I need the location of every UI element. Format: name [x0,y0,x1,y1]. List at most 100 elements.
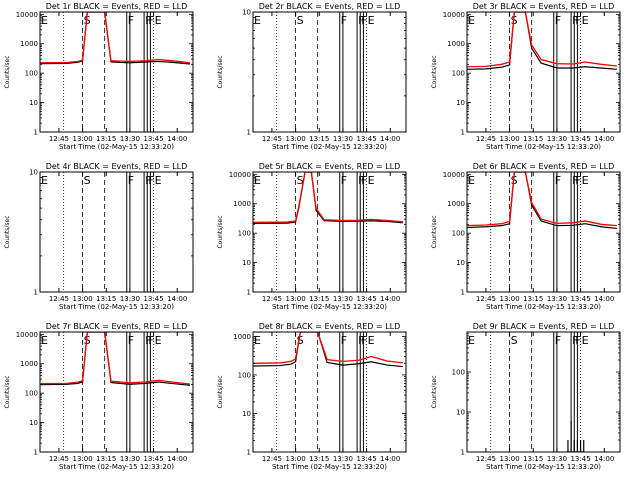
time-marker-label: F [341,14,347,27]
time-marker-label: F [145,174,151,187]
series-lld-line [40,12,190,64]
x-tick-label: 13:45 [143,295,163,303]
time-marker-label: F [358,14,364,27]
x-tick-label: 13:00 [285,455,305,463]
x-axis-label: Start Time (02-May-15 12:33:20) [272,143,387,151]
series-lld-line [40,332,190,385]
time-marker-label: E [582,334,589,347]
series-events-line [566,420,585,452]
x-tick-label: 13:00 [72,135,92,143]
time-marker-label: F [575,174,581,187]
time-marker-label: F [361,174,367,187]
y-tick-label: 10 [29,169,38,177]
time-marker-label: F [361,14,367,27]
y-tick-label: 10 [456,259,465,267]
x-tick-label: 12:45 [49,135,69,143]
x-tick-label: 13:15 [96,295,116,303]
plot-frame [252,331,407,453]
y-axis-label: Counts/sec [4,375,11,408]
plot-frame [252,11,407,133]
y-tick-label: 10000 [443,11,465,19]
y-tick-label: 1 [34,449,38,457]
time-marker-label: E [41,174,48,187]
x-tick-label: 13:00 [499,295,519,303]
plot-frame [466,11,621,133]
x-tick-label: 13:15 [523,455,543,463]
x-tick-label: 13:00 [499,135,519,143]
x-tick-label: 13:00 [285,295,305,303]
time-marker-label: E [582,14,589,27]
x-tick-label: 12:45 [476,135,496,143]
x-tick-label: 13:30 [547,295,567,303]
time-marker-label: E [368,14,375,27]
time-marker-label: F [358,174,364,187]
time-marker-label: E [41,14,48,27]
time-marker-label: F [572,174,578,187]
y-tick-label: 1 [461,289,465,297]
time-marker-label: F [128,14,134,27]
time-marker-label: E [254,14,261,27]
y-axis-label: Counts/sec [217,55,224,88]
y-tick-label: 100 [25,390,38,398]
time-marker-label: E [468,334,475,347]
plot-frame [39,331,194,453]
time-marker-label: E [155,334,162,347]
y-tick-label: 1000 [447,200,465,208]
time-marker-label: E [155,14,162,27]
x-tick-label: 13:30 [333,295,353,303]
x-tick-label: 13:45 [356,295,376,303]
time-marker-label: F [145,14,151,27]
time-marker-label: E [41,334,48,347]
x-tick-label: 13:30 [120,135,140,143]
y-tick-label: 1 [461,129,465,137]
series-lld-line [467,172,617,227]
x-axis-label: Start Time (02-May-15 12:33:20) [486,143,601,151]
x-tick-label: 12:45 [476,295,496,303]
plot-frame [466,331,621,453]
time-marker-label: F [128,174,134,187]
series-events-line [253,332,403,368]
series-lld-line [253,332,403,364]
y-tick-label: 1000 [20,40,38,48]
x-tick-label: 13:30 [120,455,140,463]
x-tick-label: 14:00 [594,135,614,143]
panel-title: Det 6r BLACK = Events, RED = LLD [473,162,615,171]
time-marker-label: F [341,334,347,347]
time-marker-label: F [148,174,154,187]
series-lld-line [467,12,617,68]
time-marker-label: S [297,14,304,27]
time-marker-label: F [128,334,134,347]
x-tick-label: 13:45 [356,455,376,463]
x-tick-label: 14:00 [167,455,187,463]
y-axis-label: Counts/sec [217,375,224,408]
y-tick-label: 100 [25,70,38,78]
y-tick-label: 10 [456,409,465,417]
time-marker-label: E [368,334,375,347]
time-marker-label: E [155,174,162,187]
plot-frame [252,171,407,293]
time-marker-label: F [572,334,578,347]
panel-title: Det 4r BLACK = Events, RED = LLD [46,162,188,171]
x-tick-label: 13:30 [547,455,567,463]
x-tick-label: 14:00 [380,455,400,463]
y-tick-label: 10 [242,9,251,17]
x-tick-label: 13:00 [499,455,519,463]
time-marker-label: F [358,334,364,347]
y-tick-label: 10 [29,99,38,107]
y-axis-label: Counts/sec [431,375,438,408]
series-events-line [40,332,190,386]
y-axis-label: Counts/sec [431,55,438,88]
x-tick-label: 14:00 [380,295,400,303]
panel-title: Det 9r BLACK = Events, RED = LLD [473,322,615,331]
series-lld-line [253,172,403,223]
x-tick-label: 13:30 [547,135,567,143]
time-marker-label: S [297,174,304,187]
x-axis-label: Start Time (02-May-15 12:33:20) [59,143,174,151]
time-marker-label: F [148,334,154,347]
series-events-line [40,12,190,65]
